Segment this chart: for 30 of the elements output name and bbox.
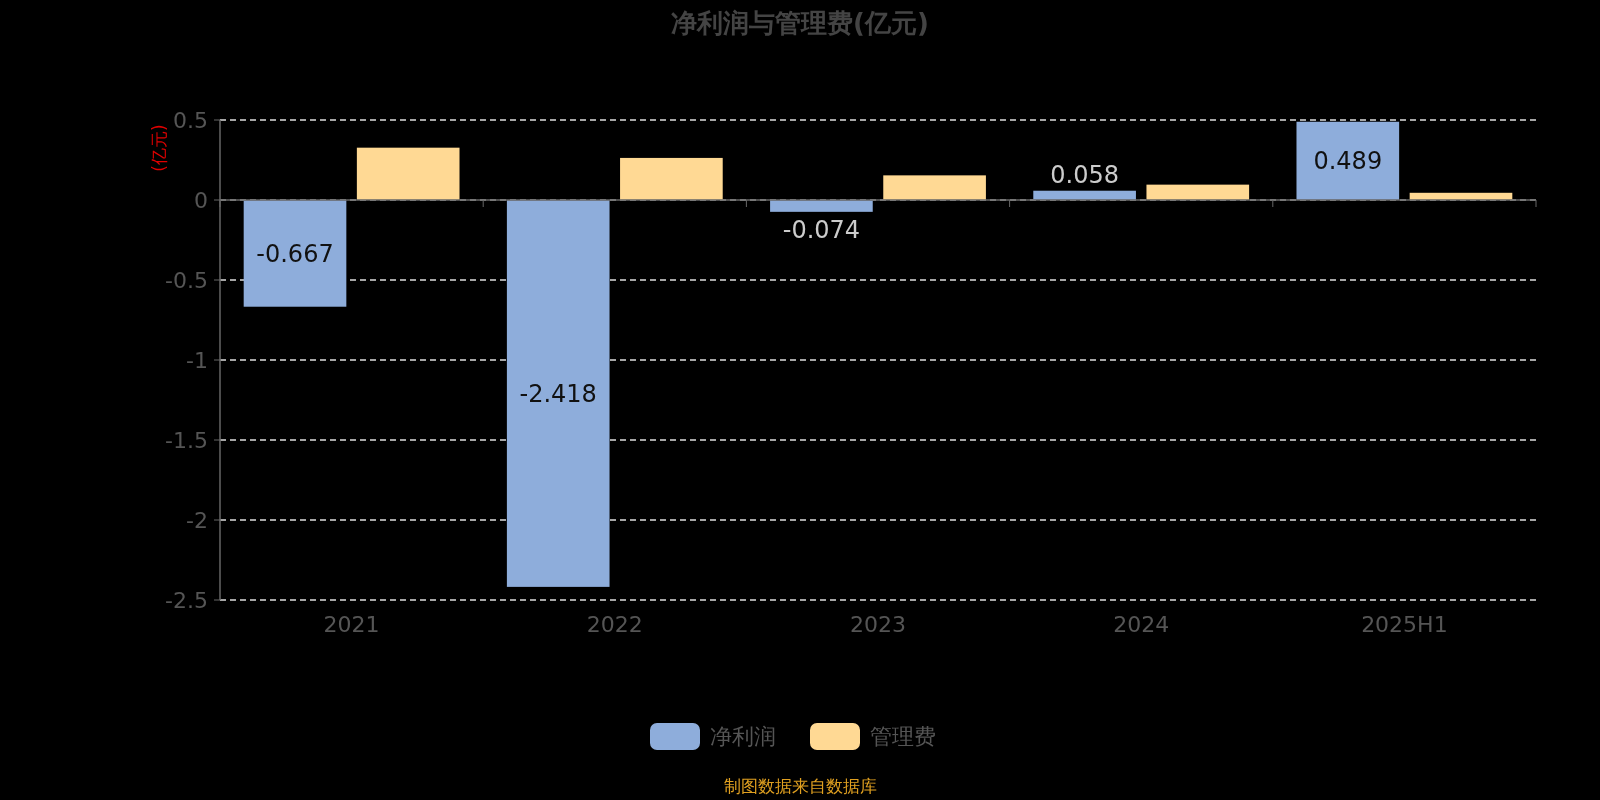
x-tick-label: 2023 <box>850 612 906 637</box>
x-tick-label: 2022 <box>586 612 643 637</box>
y-tick-label: -2.5 <box>165 587 208 613</box>
bar <box>620 157 723 200</box>
legend-label: 净利润 <box>710 723 776 749</box>
y-tick-label: -1 <box>186 347 208 373</box>
y-tick-label: 0.5 <box>173 107 208 133</box>
data-label: -2.418 <box>519 379 597 408</box>
bar <box>770 200 873 212</box>
y-tick-label: -1.5 <box>165 427 208 453</box>
legend-label: 管理费 <box>870 723 936 749</box>
chart-title: 净利润与管理费(亿元) <box>671 8 929 38</box>
y-tick-label: -2 <box>186 507 208 533</box>
bar <box>883 175 986 200</box>
x-tick-label: 2024 <box>1113 612 1170 637</box>
data-label: -0.074 <box>782 216 861 245</box>
data-label: 0.058 <box>1050 161 1119 190</box>
bar <box>506 200 610 587</box>
text: 制图数据来自数据库 <box>723 776 877 796</box>
x-tick-label: 2025H1 <box>1361 612 1448 637</box>
data-label: -0.667 <box>256 239 334 268</box>
data-label: 0.489 <box>1313 147 1383 176</box>
y-axis-title: (亿元) <box>149 124 169 172</box>
x-tick-label: 2021 <box>323 612 380 637</box>
bar <box>243 200 347 307</box>
y-tick-label: -0.5 <box>165 267 208 293</box>
bar <box>1146 184 1250 200</box>
bar <box>356 147 460 200</box>
y-tick-label: 0 <box>194 187 208 213</box>
bar <box>1296 121 1400 200</box>
